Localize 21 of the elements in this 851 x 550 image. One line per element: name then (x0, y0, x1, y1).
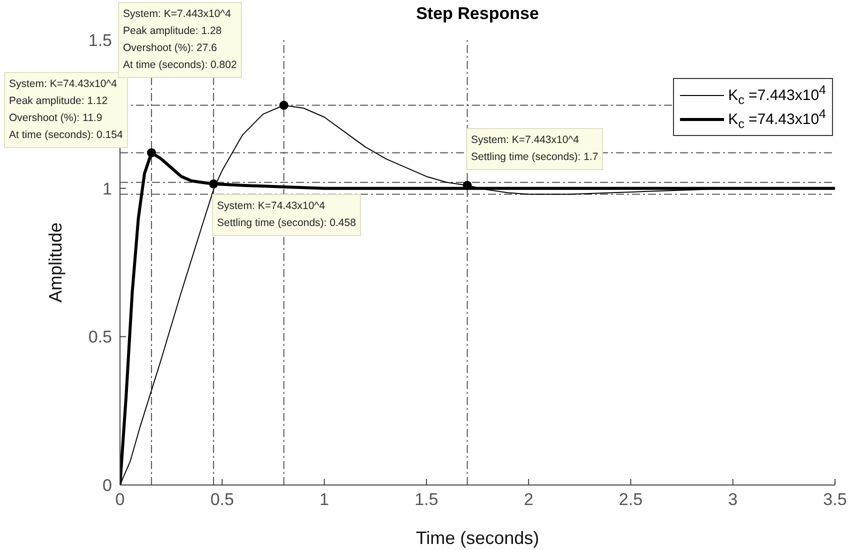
annotation: System: K=74.43x10^4 Settling time (seconds): 0.458 (212, 194, 361, 236)
y-axis-title: Amplitude (45, 222, 66, 303)
x-tick-label: 3.5 (823, 490, 847, 510)
legend-label: K$_{c}$ =74.43x10$^{4}$ (728, 107, 826, 131)
legend-label: K$_{c}$ =7.443x10$^{4}$ (728, 83, 826, 107)
x-tick-label: 0.5 (210, 490, 234, 510)
annotation: System: K=7.443x10^4 Settling time (seconds): 1.7 (466, 128, 604, 170)
annotation: System: K=7.443x10^4 Peak amplitude: 1.28 Overshoot (%): 27.6 At time (seconds): 0.802 (118, 2, 242, 78)
x-axis-title: Time (seconds) (416, 528, 540, 548)
x-tick-label: 1 (320, 490, 330, 510)
y-tick-label: 1 (102, 179, 112, 198)
x-tick-label: 1.5 (414, 490, 438, 510)
y-tick-label: 1.5 (88, 31, 112, 50)
x-tick-label: 0 (115, 490, 125, 510)
chart-title: Step Response (416, 4, 539, 23)
y-tick-label: 0.5 (88, 328, 112, 347)
annotation: System: K=74.43x10^4 Peak amplitude: 1.12 Overshoot (%): 11.9 At time (seconds): 0.154 (4, 72, 128, 148)
x-tick-label: 2 (524, 490, 534, 510)
x-tick-label: 2.5 (618, 490, 643, 510)
x-tick-label: 3 (728, 490, 738, 510)
y-tick-label: 0 (102, 476, 112, 496)
